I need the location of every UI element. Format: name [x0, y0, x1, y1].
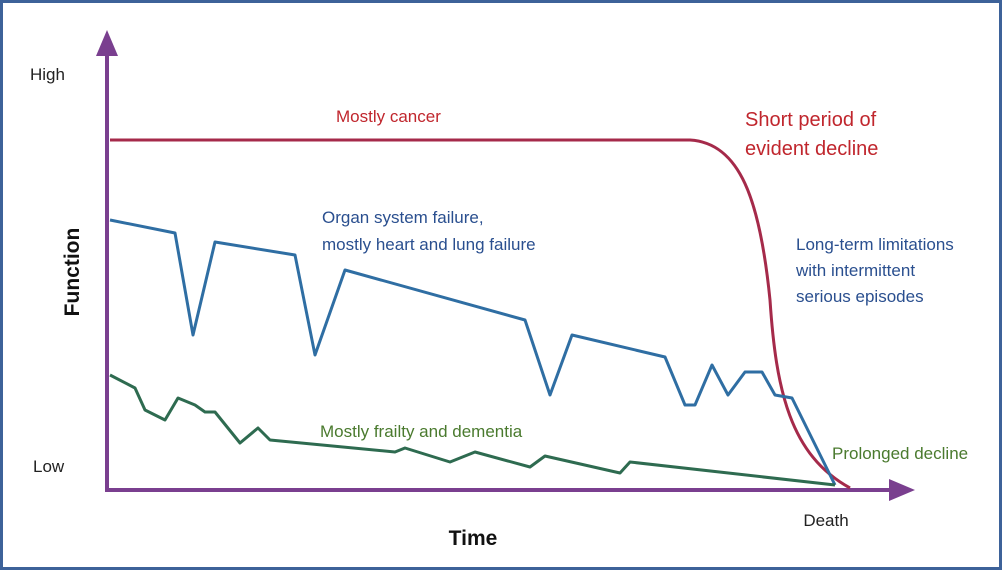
x-label: Time [449, 527, 498, 550]
note: serious episodes [796, 287, 924, 306]
y-low: Low [33, 457, 65, 476]
y-arrow [96, 30, 118, 56]
note: evident decline [745, 138, 878, 160]
label: mostly heart and lung failure [322, 235, 536, 254]
x-arrow [889, 479, 915, 501]
label: Organ system failure, [322, 208, 484, 227]
label: Mostly cancer [336, 107, 441, 126]
x-end: Death [803, 511, 848, 530]
organ-failure-curve [109, 218, 837, 486]
label: Mostly frailty and dementia [320, 422, 523, 441]
cancer-curve [110, 138, 851, 490]
y-label: Function [61, 228, 84, 317]
note: Prolonged decline [832, 444, 968, 463]
note: Long-term limitations [796, 235, 954, 254]
note: Short period of [745, 109, 877, 131]
frailty-curve [109, 373, 836, 487]
note: with intermittent [795, 261, 915, 280]
y-high: High [30, 65, 65, 84]
